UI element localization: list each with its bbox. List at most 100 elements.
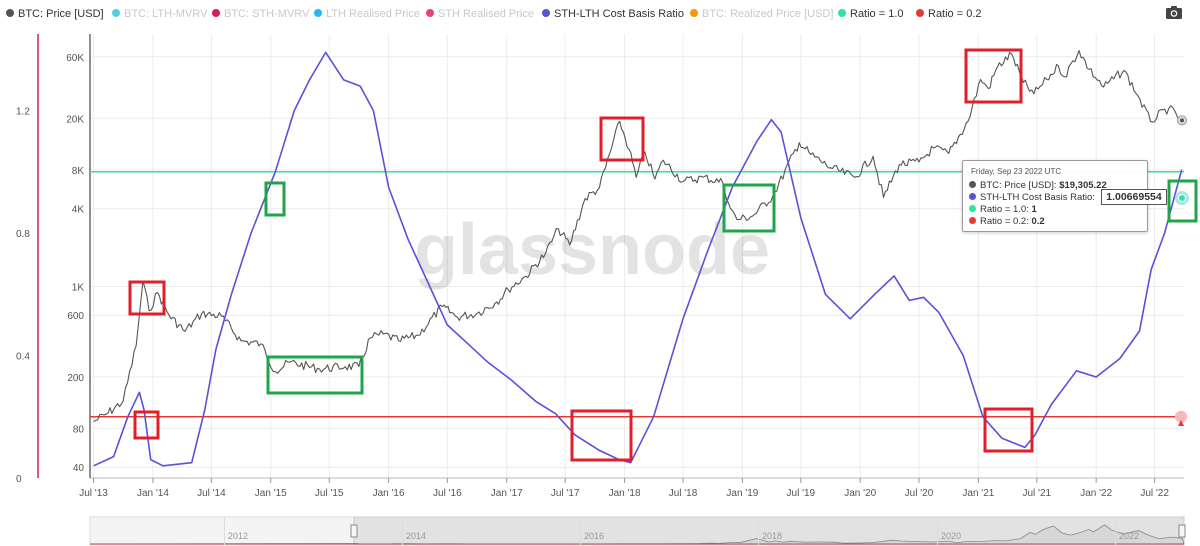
ratio-tick-label: 0 [16, 474, 22, 485]
legend-label: STH Realised Price [438, 8, 534, 20]
navigator-year-label: 2020 [941, 531, 962, 541]
legend-label: Ratio = 0.2 [928, 8, 982, 20]
ratio-marker-dot [1178, 194, 1186, 202]
x-tick-label: Jul '20 [905, 488, 934, 499]
annotation-box-red [128, 280, 166, 316]
legend-dot-icon [838, 9, 846, 17]
tooltip-dot-icon [969, 217, 976, 224]
legend: BTC: Price [USD] BTC: LTH-MVRV BTC: STH-MV… [0, 0, 1200, 30]
legend-dot-icon [314, 9, 322, 17]
price-tick-label: 4K [72, 205, 85, 216]
tooltip-label: STH-LTH Cost Basis Ratio: [980, 192, 1095, 203]
annotation-box-red [964, 48, 1023, 104]
legend-item[interactable]: BTC: Price [USD] [6, 8, 104, 20]
legend-label: BTC: LTH-MVRV [124, 8, 208, 20]
x-tick-label: Jul '15 [315, 488, 344, 499]
navigator-year-divider [1115, 518, 1116, 545]
tooltip-row: STH-LTH Cost Basis Ratio: [969, 192, 1095, 203]
x-tick-label: Jan '15 [255, 488, 287, 499]
legend-label: BTC: Realized Price [USD] [702, 8, 834, 20]
end-markers [1175, 115, 1189, 426]
annotation-box-red [133, 410, 160, 440]
tooltip-label: Ratio = 0.2: [980, 216, 1032, 227]
tooltip-value: 0.2 [1031, 216, 1045, 227]
x-tick-label: Jul '19 [787, 488, 816, 499]
legend-dot-icon [690, 9, 698, 17]
navigator-year-label: 2016 [584, 531, 605, 541]
annotation-box-green [264, 181, 286, 217]
price-tick-label: 60K [66, 53, 84, 64]
price-tick-label: 200 [67, 373, 84, 384]
left-axis-ticks: 1.2 0.8 0.4 0 [16, 107, 30, 485]
price-tick-label: 40 [73, 463, 85, 474]
navigator-handle-right [1178, 524, 1186, 538]
ratio-tick-label: 0.8 [16, 229, 30, 240]
navigator[interactable] [0, 515, 1200, 546]
navigator-handle-left [350, 524, 358, 538]
navigator-year-label: 2012 [228, 531, 249, 541]
price-tick-label: 20K [66, 114, 84, 125]
legend-item[interactable]: LTH Realised Price [314, 8, 420, 20]
legend-label: BTC: STH-MVRV [224, 8, 310, 20]
x-tick-label: Jan '14 [137, 488, 169, 499]
legend-label: Ratio = 1.0 [850, 8, 904, 20]
series-line [93, 50, 1182, 423]
legend-item[interactable]: STH Realised Price [426, 8, 534, 20]
x-tick-label: Jan '21 [962, 488, 994, 499]
x-tick-label: Jan '22 [1080, 488, 1112, 499]
navigator-year-divider [937, 518, 938, 545]
x-tick-label: Jan '18 [609, 488, 641, 499]
x-tick-label: Jan '17 [491, 488, 523, 499]
tooltip-row: Ratio = 1.0: 1 [969, 204, 1037, 215]
x-tick-label: Jan '16 [373, 488, 405, 499]
series-lines [93, 50, 1183, 467]
price-tick-label: 1K [72, 283, 85, 294]
tooltip: Friday, Sep 23 2022 UTC BTC: Price [USD]… [962, 160, 1148, 232]
legend-item[interactable]: STH-LTH Cost Basis Ratio [542, 8, 684, 20]
legend-dot-icon [112, 9, 120, 17]
tooltip-dot-icon [969, 193, 976, 200]
ratio-02-marker [1175, 410, 1187, 423]
x-tick-label: Jul '18 [669, 488, 698, 499]
legend-dot-icon [212, 9, 220, 17]
tooltip-row: Ratio = 0.2: 0.2 [969, 216, 1045, 227]
annotation-boxes [128, 48, 1198, 462]
tooltip-dot-icon [969, 181, 976, 188]
tooltip-dot-icon [969, 205, 976, 212]
legend-item[interactable]: Ratio = 1.0 [838, 8, 904, 20]
navigator-year-divider [402, 518, 403, 545]
tooltip-value: 1 [1031, 204, 1037, 215]
legend-dot-icon [426, 9, 434, 17]
price-tick-label: 600 [67, 311, 84, 322]
x-tick-label: Jan '19 [726, 488, 758, 499]
navigator-year-label: 2022 [1119, 531, 1140, 541]
annotation-box-green [722, 183, 776, 233]
legend-label: LTH Realised Price [326, 8, 420, 20]
tooltip-label: Ratio = 1.0: [980, 204, 1032, 215]
x-tick-label: Jul '21 [1023, 488, 1052, 499]
x-tick-label: Jan '20 [844, 488, 876, 499]
camera-icon[interactable] [1166, 6, 1182, 19]
legend-label: BTC: Price [USD] [18, 8, 104, 20]
legend-item[interactable]: BTC: Realized Price [USD] [690, 8, 833, 20]
legend-item[interactable]: Ratio = 0.2 [916, 8, 982, 20]
x-tick-label: Jul '13 [79, 488, 108, 499]
ratio-tick-label: 1.2 [16, 107, 30, 118]
x-tick-label: Jul '22 [1140, 488, 1169, 499]
price-marker-dot [1180, 118, 1184, 123]
navigator-year-divider [580, 518, 581, 545]
tooltip-label: BTC: Price [USD]: [980, 180, 1060, 191]
tooltip-ratio-highlight: 1.00669554 [1101, 189, 1167, 205]
legend-dot-icon [916, 9, 924, 17]
navigator-year-divider [224, 518, 225, 545]
ratio-02-marker-arrow [1178, 420, 1184, 426]
watermark: glassnode [414, 210, 770, 290]
annotation-box-red [570, 409, 633, 462]
annotation-box-green [1167, 179, 1198, 223]
price-tick-label: 80 [73, 424, 85, 435]
legend-dot-icon [542, 9, 550, 17]
legend-item[interactable]: BTC: LTH-MVRV [112, 8, 207, 20]
legend-item[interactable]: BTC: STH-MVRV [212, 8, 309, 20]
tooltip-row: BTC: Price [USD]: $19,305.22 [969, 180, 1107, 191]
